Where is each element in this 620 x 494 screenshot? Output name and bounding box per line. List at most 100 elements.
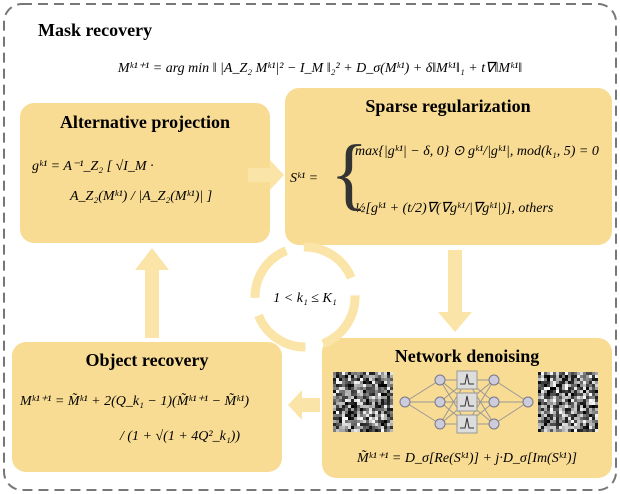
net-part [390,429,393,432]
net-part [547,387,550,390]
net-part [589,426,592,429]
net-part [565,399,568,402]
net-part [372,411,375,414]
net-part [493,379,529,403]
net-part [541,372,544,375]
net-part [375,414,378,417]
net-part [351,417,354,420]
net-part [553,411,556,414]
net-part [556,381,559,384]
net-part [357,387,360,390]
net-part [363,426,366,429]
net-part [547,426,550,429]
net-part [342,396,345,399]
net-part [553,405,556,408]
net-part [538,423,541,426]
net-part [559,387,562,390]
net-part [372,393,375,396]
net-part [369,375,372,378]
net-part [562,390,565,393]
net-part [565,408,568,411]
net-part [333,393,336,396]
net-part [375,429,378,432]
net-part [553,384,556,387]
net-part [562,423,565,426]
net-part [354,426,357,429]
net-part [541,408,544,411]
net-part [559,429,562,432]
net-part [544,375,547,378]
net-part [580,384,583,387]
net-part [348,414,351,417]
network-graphic [333,370,598,434]
net-part [348,420,351,423]
net-part [571,426,574,429]
net-part [568,414,571,417]
net-part [390,411,393,414]
net-part [562,378,565,381]
net-part [553,381,556,384]
net-part [390,399,393,402]
net-part [369,408,372,411]
net-part [541,396,544,399]
net-part [387,426,390,429]
net-part [348,423,351,426]
net-part [375,417,378,420]
net-part [378,411,381,414]
net-part [384,387,387,390]
net-part [336,387,339,390]
net-part [336,411,339,414]
net-part [336,375,339,378]
net-part [556,402,559,405]
net-part [568,384,571,387]
net-part [384,423,387,426]
net-part [378,426,381,429]
net-part [547,375,550,378]
net-part [342,414,345,417]
net-part [592,381,595,384]
net-part [372,399,375,402]
arrow [438,250,472,332]
net-part [595,405,598,408]
net-part [556,423,559,426]
net-part [586,420,589,423]
net-part [574,423,577,426]
net-part [589,378,592,381]
box [285,88,612,245]
net-part [375,399,378,402]
net-part [342,408,345,411]
net-part [580,417,583,420]
net-part [390,372,393,375]
net-part [589,375,592,378]
net-part [592,399,595,402]
net-part [577,417,580,420]
net-part [577,387,580,390]
net-part [404,379,441,403]
net-part [547,402,550,405]
net-part [592,417,595,420]
net-part [556,399,559,402]
net-part [351,414,354,417]
net-part [384,408,387,411]
box [20,103,270,243]
net-part [381,411,384,414]
net-part [351,405,354,408]
net-part [592,423,595,426]
net-part [381,384,384,387]
net-part [372,420,375,423]
net-part [357,405,360,408]
net-part [562,393,565,396]
net-part [562,429,565,432]
net-part [589,429,592,432]
net-part [568,402,571,405]
net-part [571,402,574,405]
net-part [565,387,568,390]
net-part [345,381,348,384]
net-part [336,393,339,396]
net-part [366,384,369,387]
net-part [541,375,544,378]
net-part [339,417,342,420]
net-part [390,417,393,420]
net-part [354,414,357,417]
net-part [574,408,577,411]
